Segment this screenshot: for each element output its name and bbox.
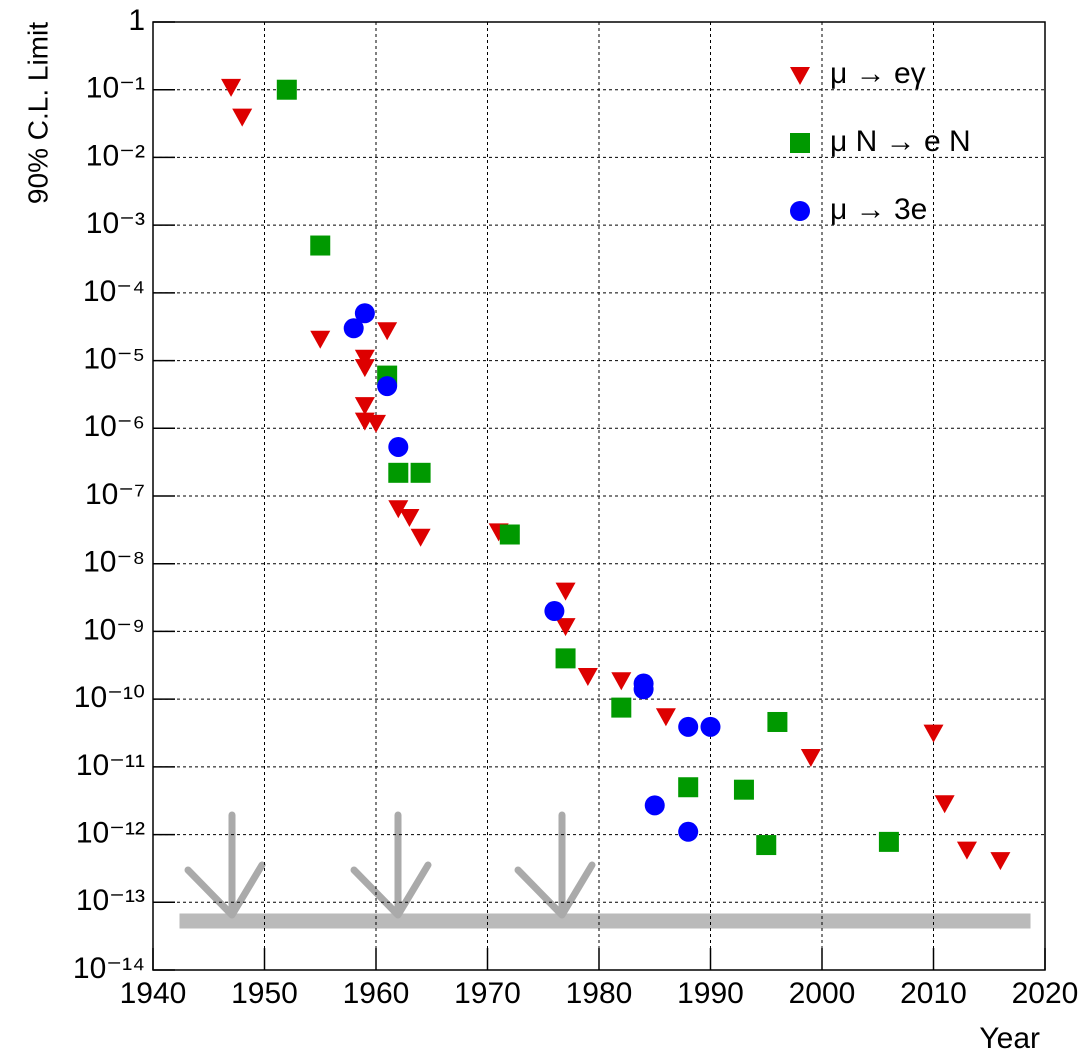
point: [232, 108, 253, 127]
point: [878, 831, 899, 852]
point: [555, 618, 576, 637]
y-tick-label: 10⁻¹⁰: [74, 681, 145, 714]
point: [310, 330, 331, 349]
point: [343, 318, 364, 339]
point: [800, 748, 821, 767]
point: [399, 508, 420, 527]
point: [377, 322, 398, 341]
y-tick-label: 10⁻⁸: [83, 546, 145, 579]
x-tick-label: 1990: [677, 977, 744, 1010]
y-tick-label: 10⁻¹³: [76, 884, 145, 917]
x-tick-label: 2010: [900, 977, 967, 1010]
x-tick-label: 1950: [231, 977, 298, 1010]
point: [388, 462, 409, 483]
legend-marker: [790, 133, 810, 153]
x-tick-label: 2000: [789, 977, 856, 1010]
y-tick-label: 10⁻⁹: [83, 613, 145, 646]
point: [555, 648, 576, 669]
point: [388, 500, 409, 519]
point: [377, 376, 398, 397]
y-tick-label: 10⁻¹²: [76, 816, 145, 849]
point: [923, 724, 944, 743]
y-axis-label: 90% C.L. Limit: [22, 22, 53, 204]
legend-marker: [790, 201, 810, 221]
point: [644, 795, 665, 816]
x-tick-label: 1960: [343, 977, 410, 1010]
legend-label: μ → 3e: [830, 193, 927, 226]
point: [633, 679, 654, 700]
point: [354, 349, 375, 368]
point: [678, 821, 699, 842]
y-tick-label: 10⁻⁵: [83, 342, 145, 375]
x-tick-label: 1940: [120, 977, 187, 1010]
point: [733, 779, 754, 800]
point: [767, 711, 788, 732]
y-tick-label: 10⁻²: [86, 139, 145, 172]
point: [700, 716, 721, 737]
legend-marker: [790, 67, 810, 85]
point: [221, 78, 242, 97]
decoration: [179, 811, 1031, 929]
point: [354, 397, 375, 416]
point: [354, 359, 375, 378]
point: [655, 708, 676, 727]
point: [388, 436, 409, 457]
point: [934, 795, 955, 814]
x-tick-label: 1970: [454, 977, 521, 1010]
point: [956, 841, 977, 860]
y-tick-label: 10⁻⁶: [83, 410, 145, 443]
point: [410, 462, 431, 483]
point: [611, 672, 632, 691]
point: [555, 582, 576, 601]
point: [678, 716, 699, 737]
point: [499, 524, 520, 545]
point: [577, 667, 598, 686]
x-tick-label: 2020: [1012, 977, 1079, 1010]
point: [354, 303, 375, 324]
legend-label: μ → eγ: [830, 57, 926, 90]
point: [678, 777, 699, 798]
x-tick-label: 1980: [566, 977, 633, 1010]
y-tick-label: 10⁻³: [86, 207, 145, 240]
point: [544, 601, 565, 622]
y-tick-label: 10⁻¹⁴: [73, 952, 145, 985]
point: [366, 414, 386, 433]
point: [756, 835, 777, 856]
legend-label: μ N → e N: [830, 125, 971, 158]
y-tick-label: 10⁻⁴: [83, 275, 145, 308]
x-axis-label: Year: [979, 1022, 1040, 1055]
y-tick-label: 10⁻¹¹: [76, 749, 145, 782]
point: [276, 79, 297, 100]
y-tick-label: 10⁻¹: [86, 72, 145, 105]
point: [410, 528, 431, 547]
point: [611, 697, 632, 718]
point: [990, 852, 1011, 871]
point: [310, 235, 331, 256]
y-tick-label: 1: [128, 4, 145, 37]
y-tick-label: 10⁻⁷: [85, 478, 145, 511]
